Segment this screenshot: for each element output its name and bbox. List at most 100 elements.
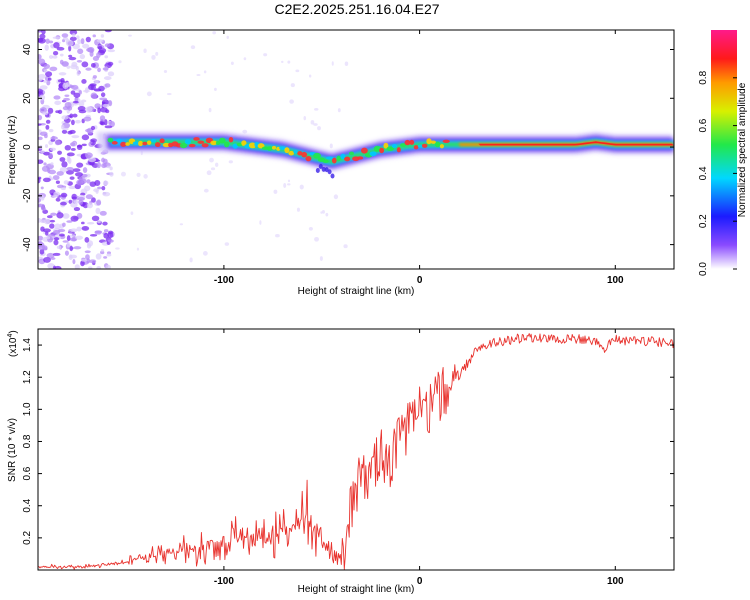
snr-panel: -100 0 100 0.2 0.4 0.6 0.8 1.0 1.2 1.4 Height of… [7, 328, 675, 595]
spectrogram-noise-cell [136, 172, 141, 177]
spectrogram-ridge-blob [301, 151, 308, 158]
spectrogram-noise-cell [77, 196, 85, 201]
spectrogram-ridge-blob [340, 153, 346, 160]
spectrogram-noise-cell [325, 212, 329, 217]
spectrogram-noise-cell [104, 30, 112, 33]
y-tick-label: 1.4 [22, 338, 33, 352]
spectrogram-noise-cell [166, 93, 172, 96]
spectrogram-x-axis-label: Height of straight line (km) [298, 286, 415, 297]
spectrogram-noise-cell [107, 49, 116, 53]
spectrogram-noise-cell [206, 170, 212, 176]
spectrogram-noise-cell [74, 172, 83, 177]
spectrogram-noise-cell [214, 87, 217, 92]
spectrogram-noise-cell [38, 197, 42, 203]
spectrogram-noise-cell [102, 103, 110, 108]
colorbar-ticks: 0.0 0.2 0.4 0.6 0.8 [698, 70, 737, 276]
spectrogram-noise-cell [103, 232, 109, 239]
spectrogram-noise-cell [47, 107, 54, 114]
spectrogram-noise-cell [89, 181, 97, 187]
spectrogram-noise-cell [281, 60, 284, 64]
spectrogram-noise-cell [101, 157, 106, 163]
spectrogram-noise-cell [107, 71, 115, 77]
spectrogram-ridge-blob [107, 137, 114, 143]
spectrogram-noise-cell [143, 48, 147, 54]
spectrogram-noise-cell [63, 180, 69, 185]
spectrogram-ridge-blob [257, 143, 265, 149]
spectrogram-noise-cell [49, 152, 53, 159]
spectrogram-noise-cell [56, 171, 64, 176]
spectrogram-noise-cell [107, 239, 114, 243]
spectrogram-noise-cell [69, 36, 77, 42]
spectrogram-noise-cell [317, 126, 321, 131]
spectrogram-noise-cell [46, 252, 55, 259]
spectrogram-noise-cell [228, 160, 233, 164]
x-tick-label: -100 [214, 576, 234, 587]
colorbar-tick-label: 0.4 [698, 166, 709, 180]
spectrogram-noise-cell [44, 44, 49, 51]
spectrogram-noise-cell [69, 245, 73, 252]
spectrogram-noise-cell [52, 55, 58, 59]
spectrogram-noise-cell [50, 162, 54, 166]
spectrogram-noise-cell [77, 105, 86, 112]
spectrogram-noise-cell [48, 40, 54, 44]
spectrogram-noise-cell [106, 165, 111, 169]
spectrogram-noise-cell [38, 203, 45, 208]
spectrogram-noise-cell [57, 150, 62, 155]
spectrogram-noise-cell [66, 170, 74, 175]
spectrogram-noise-cell [40, 186, 44, 190]
snr-plot-frame [37, 328, 675, 571]
spectrogram-noise-cell [63, 97, 70, 101]
y-tick-label: 0.4 [22, 498, 33, 512]
spectrogram-y-axis-label: Frequency (Hz) [7, 116, 18, 185]
spectrogram-noise-cell [48, 128, 54, 133]
spectrogram-noise-cell [88, 157, 96, 163]
spectrogram-noise-cell [73, 200, 79, 204]
spectrogram-noise-cell [53, 95, 61, 100]
spectrogram-noise-cell [81, 134, 90, 141]
spectrogram-noise-cell [118, 60, 122, 64]
spectrogram-noise-cell [103, 180, 109, 186]
spectrogram-noise-cell [92, 34, 96, 38]
spectrogram-noise-cell [100, 249, 105, 252]
spectrogram-ridge-blob [426, 138, 432, 145]
spectrogram-ridge-blob [391, 144, 398, 149]
snr-y-ticks: 0.2 0.4 0.6 0.8 1.0 1.2 1.4 [22, 338, 674, 545]
spectrogram-noise-cell [45, 124, 50, 130]
spectrogram-ridge-blob [266, 146, 273, 151]
spectrogram-noise-cell [54, 100, 62, 106]
spectrogram-noise-cell [102, 221, 108, 226]
spectrogram-noise-cell [42, 228, 51, 233]
spectrogram-ridge-blob [154, 142, 161, 148]
spectrogram-noise-cell [43, 162, 47, 166]
spectrogram-noise-cell [108, 100, 113, 107]
spectrogram-noise-cell [61, 61, 69, 67]
spectrogram-noise-cell [66, 220, 73, 223]
spectrogram-ridge-blob [430, 140, 437, 144]
spectrogram-ridge-blob [241, 140, 247, 146]
y-tick-label: 0.8 [22, 434, 33, 448]
spectrogram-ridge-blob [232, 143, 239, 149]
spectrogram-ridge-blob [369, 151, 377, 157]
spectrogram-noise-cell [296, 207, 300, 212]
spectrogram-noise-cell [84, 237, 90, 243]
spectrogram-noise-cell [212, 31, 216, 35]
spectrogram-noise-cell [101, 163, 107, 169]
spectrogram-ridge-blob [184, 139, 192, 145]
spectrogram-noise-cell [210, 167, 216, 171]
spectrogram-noise-cell [66, 166, 74, 171]
spectrogram-ridge-blob [400, 143, 407, 147]
spectrogram-noise-cell [101, 185, 106, 191]
spectrogram-noise-cell [68, 199, 73, 204]
spectrogram-noise-cell [91, 197, 96, 203]
spectrogram-noise-cell [40, 195, 45, 201]
spectrogram-noise-cell [287, 179, 291, 183]
spectrogram-noise-cell [60, 201, 67, 206]
spectrogram-noise-cell [163, 69, 168, 73]
spectrogram-noise-cell [60, 192, 68, 198]
snr-x-axis-label: Height of straight line (km) [298, 584, 415, 595]
spectrogram-ridge-blob [197, 140, 205, 144]
spectrogram-noise-cell [68, 54, 73, 58]
spectrogram-ridge-blob [413, 145, 419, 150]
spectrogram-noise-cell [73, 246, 82, 250]
spectrogram-noise-cell [86, 221, 95, 225]
